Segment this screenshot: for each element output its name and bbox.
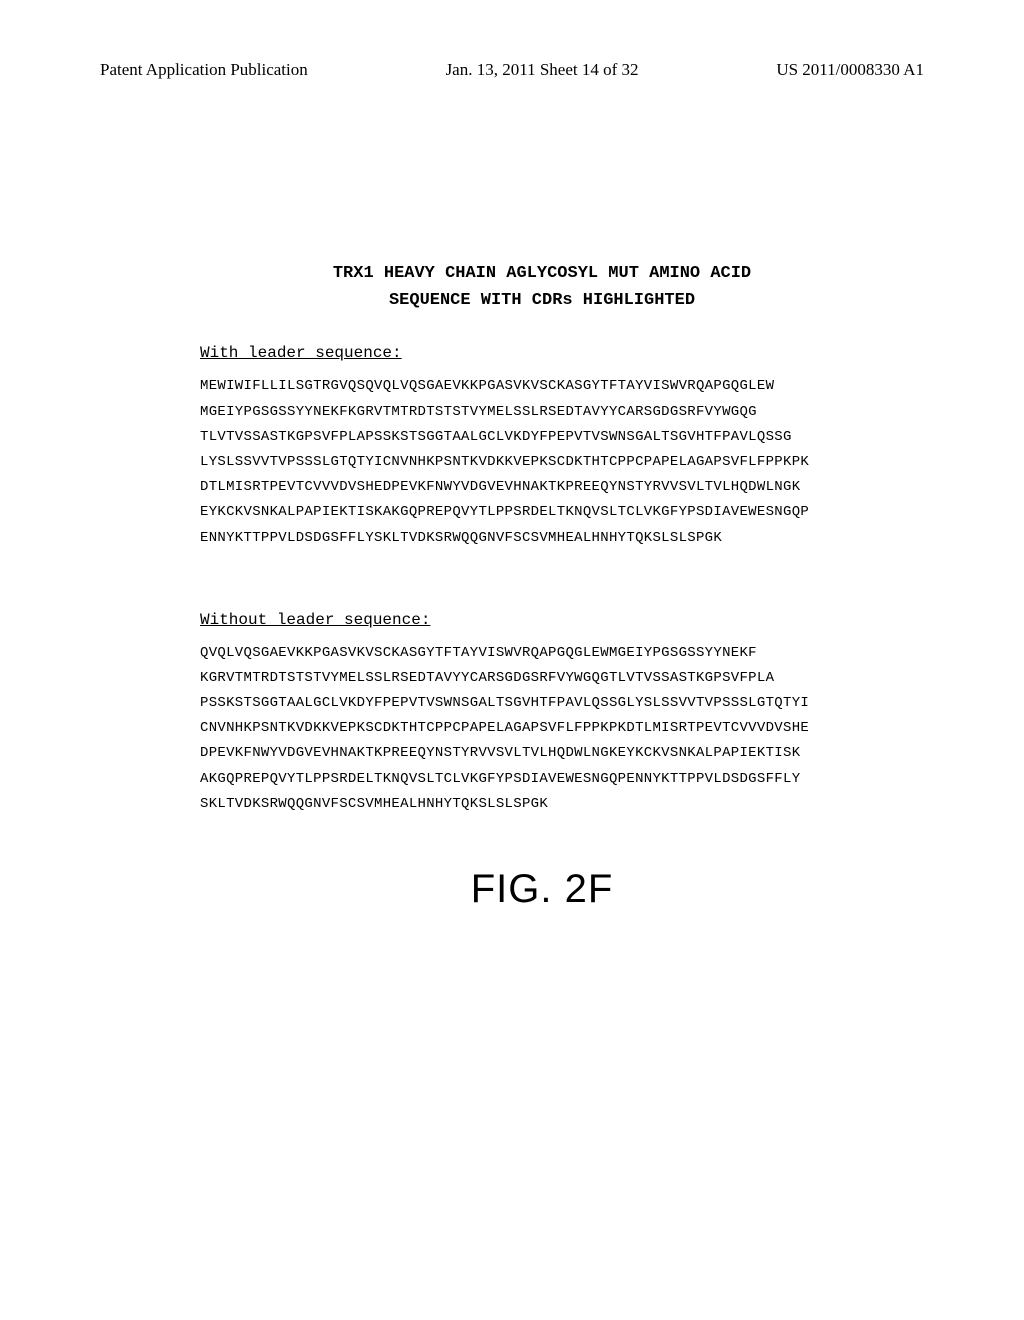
sequence1: MEWIWIFLLILSGTRGVQSQVQLVQSGAEVKKPGASVKVS…	[200, 374, 884, 550]
title-line2: SEQUENCE WITH CDRs HIGHLIGHTED	[200, 287, 884, 314]
page-header: Patent Application Publication Jan. 13, …	[0, 0, 1024, 80]
figure-label: FIG. 2F	[200, 867, 884, 912]
seq1-line6: ENNYKTTPPVLDSDGSFFLYSKLTVDKSRWQQGNVFSCSV…	[200, 526, 884, 551]
seq2-line2: PSSKSTSGGTAALGCLVKDYFPEPVTVSWNSGALTSGVHT…	[200, 691, 884, 716]
seq2-line6: SKLTVDKSRWQQGNVFSCSVMHEALHNHYTQKSLSLSPGK	[200, 792, 884, 817]
seq2-line0: QVQLVQSGAEVKKPGASVKVSCKASGYTFTAYVISWVRQA…	[200, 641, 884, 666]
seq1-line5: EYKCKVSNKALPAPIEKTISKAKGQPREPQVYTLPPSRDE…	[200, 500, 884, 525]
seq2-line5: AKGQPREPQVYTLPPSRDELTKNQVSLTCLVKGFYPSDIA…	[200, 767, 884, 792]
section1-heading: With leader sequence:	[200, 344, 884, 362]
sequence2: QVQLVQSGAEVKKPGASVKVSCKASGYTFTAYVISWVRQA…	[200, 641, 884, 817]
document-title: TRX1 HEAVY CHAIN AGLYCOSYL MUT AMINO ACI…	[200, 260, 884, 314]
header-left: Patent Application Publication	[100, 60, 308, 80]
seq1-line0: MEWIWIFLLILSGTRGVQSQVQLVQSGAEVKKPGASVKVS…	[200, 374, 884, 399]
seq1-line3: LYSLSSVVTVPSSSLGTQTYICNVNHKPSNTKVDKKVEPK…	[200, 450, 884, 475]
seq2-line3: CNVNHKPSNTKVDKKVEPKSCDKTHTCPPCPAPELAGAPS…	[200, 716, 884, 741]
header-center: Jan. 13, 2011 Sheet 14 of 32	[446, 60, 639, 80]
section-with-leader: With leader sequence: MEWIWIFLLILSGTRGVQ…	[200, 344, 884, 550]
title-line1: TRX1 HEAVY CHAIN AGLYCOSYL MUT AMINO ACI…	[200, 260, 884, 287]
content-area: TRX1 HEAVY CHAIN AGLYCOSYL MUT AMINO ACI…	[0, 80, 1024, 912]
seq2-line4: DPEVKFNWYVDGVEVHNAKTKPREEQYNSTYRVVSVLTVL…	[200, 741, 884, 766]
section-without-leader: Without leader sequence: QVQLVQSGAEVKKPG…	[200, 611, 884, 817]
seq1-line4: DTLMISRTPEVTCVVVDVSHEDPEVKFNWYVDGVEVHNAK…	[200, 475, 884, 500]
seq1-line2: TLVTVSSASTKGPSVFPLAPSSKSTSGGTAALGCLVKDYF…	[200, 425, 884, 450]
section2-heading: Without leader sequence:	[200, 611, 884, 629]
seq1-line1: MGEIYPGSGSSYYNEKFKGRVTMTRDTSTSTVYMELSSLR…	[200, 400, 884, 425]
seq2-line1: KGRVTMTRDTSTSTVYMELSSLRSEDTAVYYCARSGDGSR…	[200, 666, 884, 691]
header-right: US 2011/0008330 A1	[776, 60, 924, 80]
